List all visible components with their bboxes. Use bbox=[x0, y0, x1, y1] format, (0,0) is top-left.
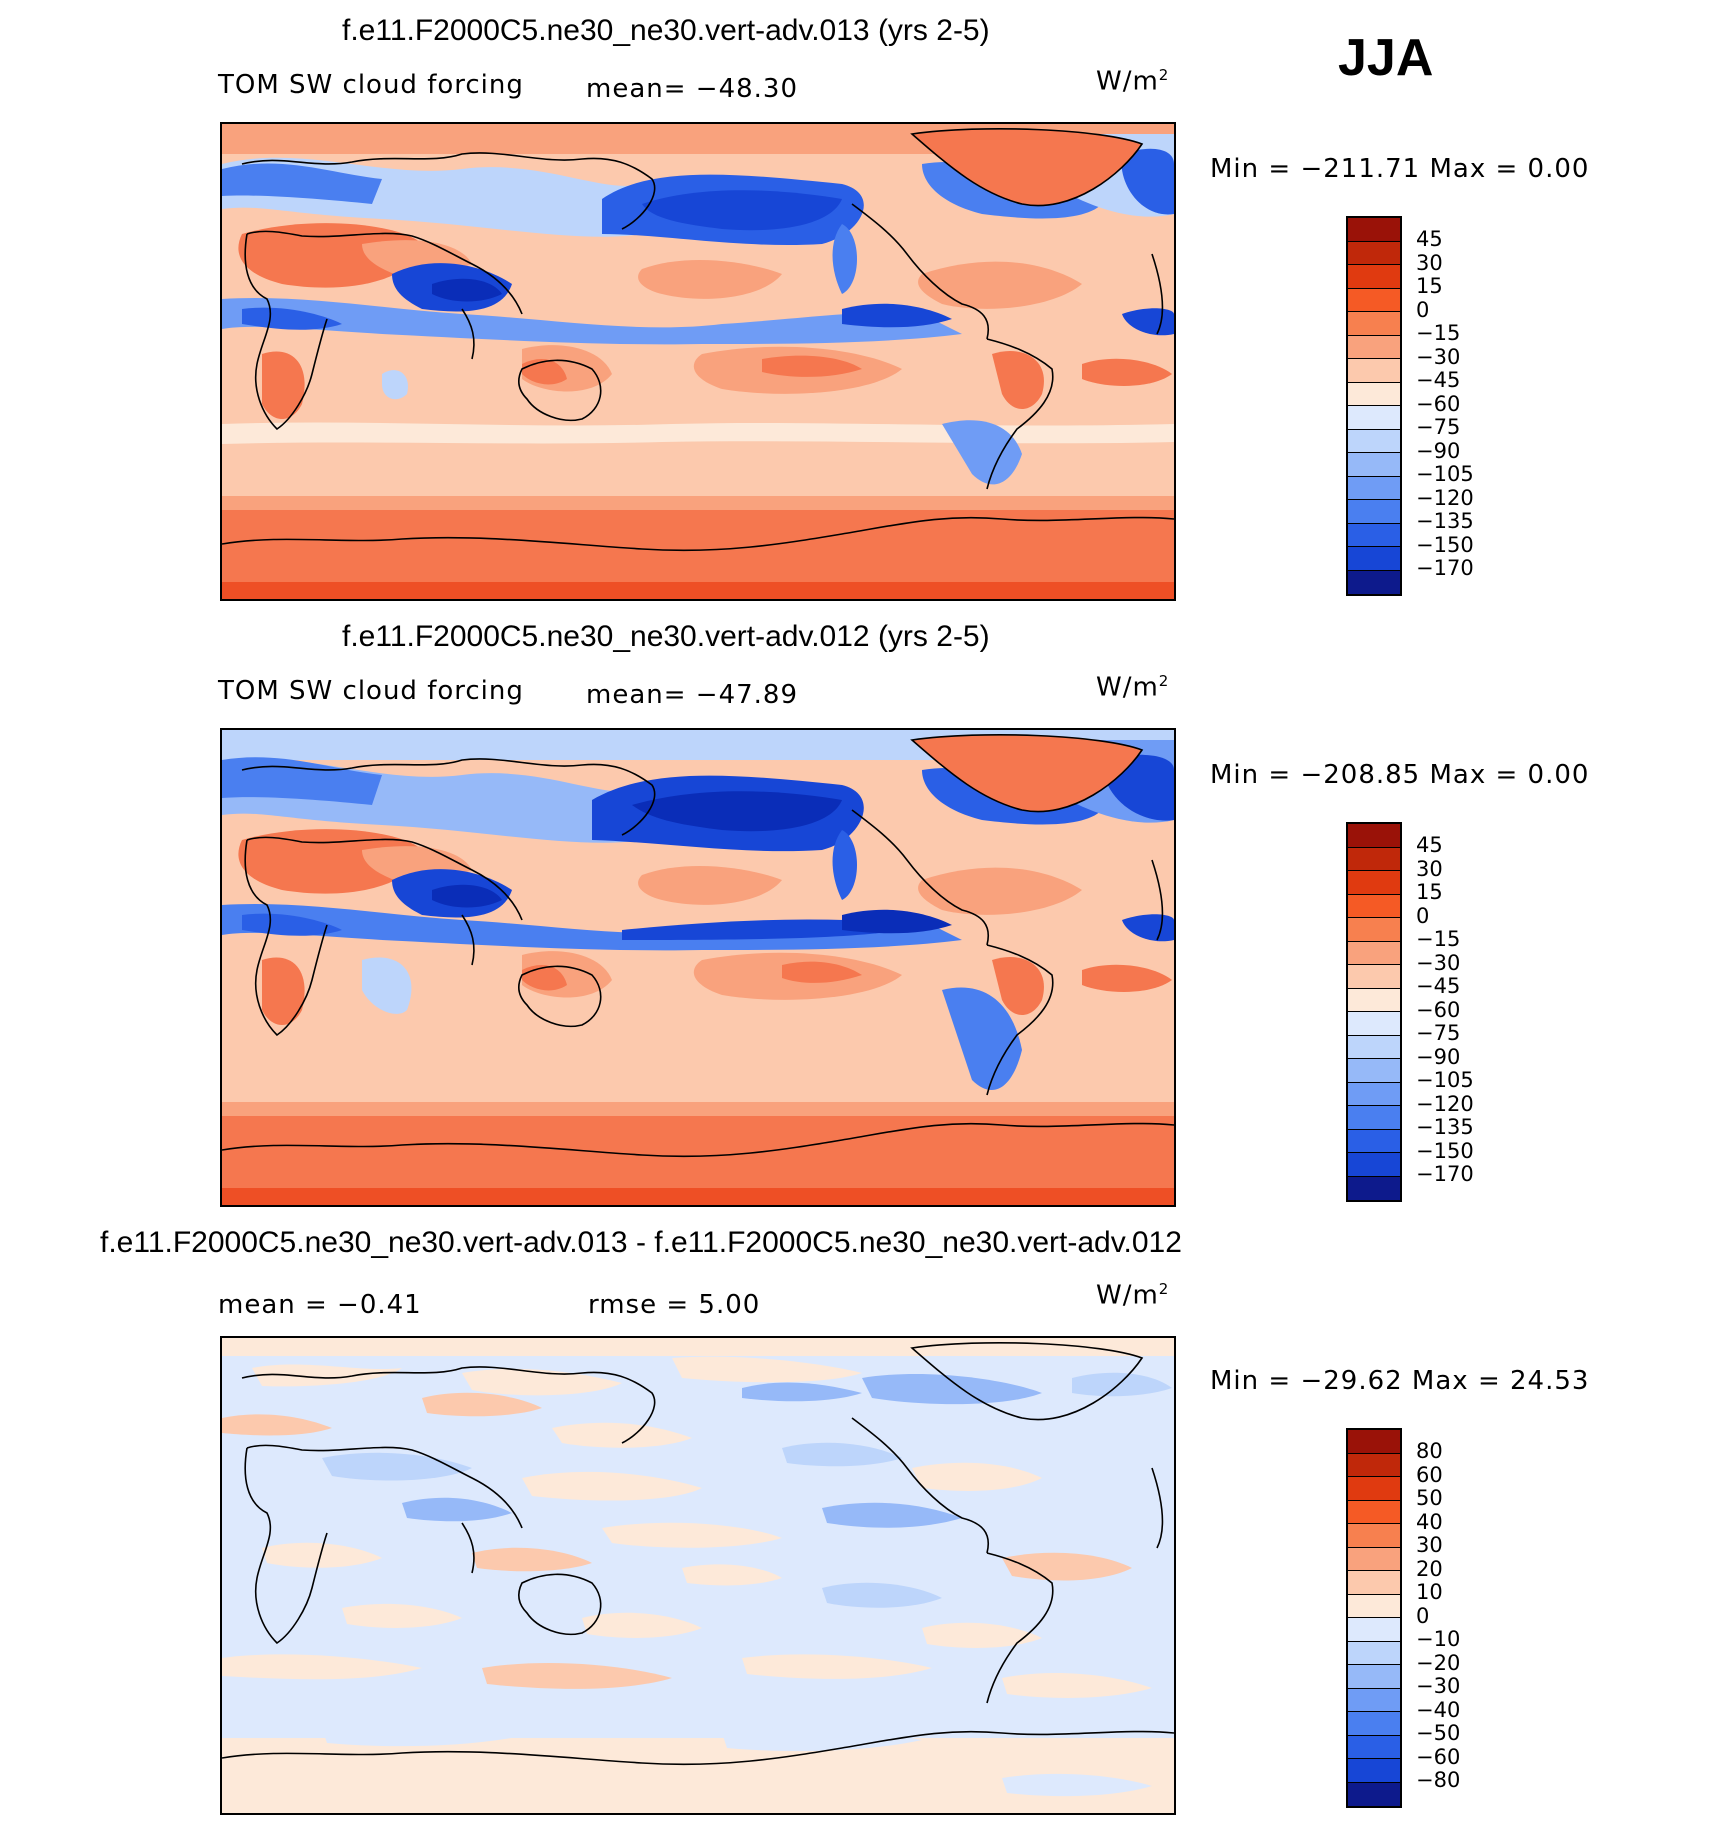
colorbar-tick: −60 bbox=[1416, 997, 1461, 1022]
panel3-title: f.e11.F2000C5.ne30_ne30.vert-adv.013 - f… bbox=[100, 1226, 1182, 1259]
panel2-variable: TOM SW cloud forcing bbox=[218, 676, 524, 706]
colorbar-tick: −120 bbox=[1416, 1091, 1474, 1116]
colorbar-tick: −20 bbox=[1416, 1650, 1461, 1675]
panel3-units: W/m2 bbox=[1096, 1280, 1170, 1311]
colorbar-tick: −30 bbox=[1416, 344, 1461, 369]
colorbar-tick: 10 bbox=[1416, 1580, 1443, 1604]
colorbar-tick: 45 bbox=[1416, 227, 1443, 251]
colorbar-tick: 80 bbox=[1416, 1439, 1443, 1463]
colorbar-tick: −15 bbox=[1416, 927, 1461, 951]
season-label: JJA bbox=[1338, 29, 1434, 87]
colorbar-tick: −150 bbox=[1416, 1138, 1474, 1163]
colorbar-tick: −170 bbox=[1416, 1162, 1474, 1186]
panel1-minmax: Min = −211.71 Max = 0.00 bbox=[1210, 154, 1590, 184]
panel1-units: W/m2 bbox=[1096, 66, 1170, 97]
panel3-mean: mean = −0.41 bbox=[218, 1290, 422, 1320]
colorbar-tick: 0 bbox=[1416, 903, 1430, 928]
colorbar-tick: −10 bbox=[1416, 1627, 1461, 1651]
colorbar-tick: −40 bbox=[1416, 1697, 1461, 1722]
colorbar-tick: −105 bbox=[1416, 1068, 1474, 1092]
colorbar-tick: 30 bbox=[1416, 856, 1443, 881]
colorbar-tick: −45 bbox=[1416, 368, 1461, 392]
panel1-colorbar-labels: 45 30 15 0 −15 −30 −45 −60 −75 −90 −105 … bbox=[1416, 227, 1474, 581]
panel2-colorbar-labels: 45 30 15 0 −15 −30 −45 −60 −75 −90 −105 … bbox=[1416, 833, 1474, 1187]
colorbar-tick: −75 bbox=[1416, 1021, 1461, 1045]
colorbar-tick: −45 bbox=[1416, 974, 1461, 998]
colorbar-tick: −90 bbox=[1416, 438, 1461, 463]
colorbar-tick: 15 bbox=[1416, 880, 1443, 904]
panel2-minmax: Min = −208.85 Max = 0.00 bbox=[1210, 760, 1590, 790]
panel3-rmse: rmse = 5.00 bbox=[588, 1290, 761, 1320]
colorbar-tick: 30 bbox=[1416, 1533, 1443, 1557]
panel1-title: f.e11.F2000C5.ne30_ne30.vert-adv.013 (yr… bbox=[342, 14, 990, 47]
panel2-colorbar bbox=[1346, 822, 1402, 1202]
colorbar-tick: 15 bbox=[1416, 274, 1443, 298]
colorbar-tick: −80 bbox=[1416, 1768, 1461, 1792]
panel2-units: W/m2 bbox=[1096, 672, 1170, 703]
colorbar-tick: −30 bbox=[1416, 950, 1461, 975]
colorbar-tick: −135 bbox=[1416, 1115, 1474, 1139]
colorbar-tick: 20 bbox=[1416, 1556, 1443, 1581]
colorbar-tick: −75 bbox=[1416, 415, 1461, 439]
colorbar-tick: −60 bbox=[1416, 1744, 1461, 1769]
colorbar-tick: −150 bbox=[1416, 532, 1474, 557]
panel2-title: f.e11.F2000C5.ne30_ne30.vert-adv.012 (yr… bbox=[342, 620, 990, 653]
colorbar-tick: −105 bbox=[1416, 462, 1474, 486]
colorbar-tick: 45 bbox=[1416, 833, 1443, 857]
panel3-minmax: Min = −29.62 Max = 24.53 bbox=[1210, 1366, 1590, 1396]
panel3-colorbar-labels: 80 60 50 40 30 20 10 0 −10 −20 −30 −40 −… bbox=[1416, 1439, 1461, 1793]
colorbar-tick: 0 bbox=[1416, 297, 1430, 322]
panel1-mean: mean= −48.30 bbox=[586, 74, 799, 104]
panel1-variable: TOM SW cloud forcing bbox=[218, 70, 524, 100]
colorbar-tick: −50 bbox=[1416, 1721, 1461, 1745]
colorbar-tick: −120 bbox=[1416, 485, 1474, 510]
colorbar-tick: −170 bbox=[1416, 556, 1474, 580]
panel1-colorbar bbox=[1346, 216, 1402, 596]
colorbar-tick: 0 bbox=[1416, 1603, 1430, 1628]
panel2-mean: mean= −47.89 bbox=[586, 680, 799, 710]
colorbar-tick: 50 bbox=[1416, 1486, 1443, 1510]
colorbar-tick: −135 bbox=[1416, 509, 1474, 533]
panel2-map bbox=[220, 728, 1176, 1207]
colorbar-tick: 60 bbox=[1416, 1462, 1443, 1487]
colorbar-tick: 30 bbox=[1416, 250, 1443, 275]
panel3-colorbar bbox=[1346, 1428, 1402, 1808]
colorbar-tick: −90 bbox=[1416, 1044, 1461, 1069]
colorbar-tick: −60 bbox=[1416, 391, 1461, 416]
panel1-map bbox=[220, 122, 1176, 601]
panel3-map bbox=[220, 1336, 1176, 1815]
colorbar-tick: −15 bbox=[1416, 321, 1461, 345]
colorbar-tick: −30 bbox=[1416, 1674, 1461, 1698]
colorbar-tick: 40 bbox=[1416, 1509, 1443, 1534]
